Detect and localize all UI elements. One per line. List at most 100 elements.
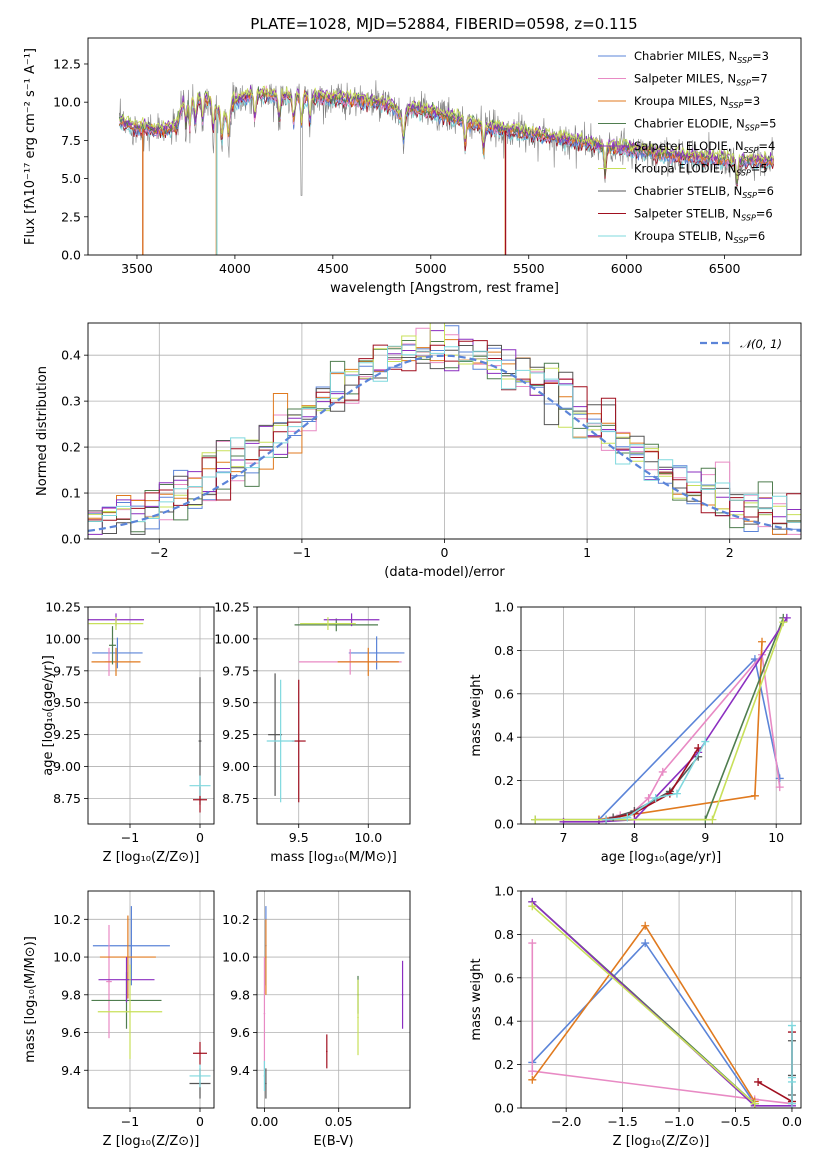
weight-point-marker — [754, 1077, 763, 1086]
y-tick-label: 9.75 — [53, 663, 81, 678]
legend-label-count: =6 — [757, 184, 774, 198]
legend-label: Kroupa STELIB, NSSP=6 — [634, 229, 765, 245]
data-point — [111, 644, 114, 647]
legend-label-sub: SSP — [736, 79, 751, 88]
histogram-step-line — [88, 323, 801, 523]
data-point — [125, 978, 128, 981]
data-point — [115, 661, 117, 663]
y-tick-label: 1.0 — [494, 600, 514, 615]
weight-point-marker — [644, 793, 653, 802]
weight-point-marker — [531, 815, 540, 824]
data-point — [199, 1075, 201, 1077]
y-tick-label: 9.50 — [53, 695, 81, 710]
x-tick-label: 5000 — [415, 261, 447, 276]
x-tick-label: 0 — [196, 830, 204, 845]
x-tick-label: 9.5 — [289, 830, 309, 845]
y-tick-label: 9.6 — [230, 1025, 250, 1040]
legend-label: Salpeter ELODIE, NSSP=4 — [634, 139, 775, 155]
y-tick-label: 0.4 — [494, 1014, 514, 1029]
data-point — [263, 1012, 266, 1015]
weight-point-marker — [758, 637, 767, 646]
y-tick-label: 10.0 — [53, 950, 81, 965]
weight-point-marker — [775, 774, 784, 783]
data-point — [199, 1052, 201, 1055]
x-tick-label: 6500 — [709, 261, 741, 276]
data-point — [116, 652, 119, 654]
weight-series-line — [531, 905, 756, 1105]
y-tick-label: 0.8 — [494, 643, 514, 658]
x-tick-label: 0 — [196, 1114, 204, 1129]
data-point — [129, 1010, 131, 1013]
legend-label-count: =5 — [751, 162, 768, 176]
y-tick-label: 2.5 — [61, 209, 81, 224]
residuals-plot-area — [88, 323, 801, 535]
legend-label-sub: SSP — [744, 146, 759, 155]
legend-label-main: Salpeter STELIB, N — [634, 207, 741, 221]
weight-point-marker — [658, 767, 667, 776]
weight-point-marker — [775, 783, 784, 792]
mass_vs_EBV-frame — [256, 890, 411, 1109]
age_vs_Z-panel: −1 0 8.75 9.00 9.25 9.50 9.75 10.00 10.25 Z [log₁… — [41, 600, 215, 865]
y-tick-label: 9.8 — [230, 987, 250, 1002]
legend-label: Kroupa MILES, NSSP=3 — [634, 94, 760, 110]
data-point — [263, 1075, 266, 1077]
weight-point-marker — [708, 815, 717, 824]
y-tick-label: 10.25 — [214, 600, 250, 615]
legend-label-count: =6 — [756, 207, 773, 221]
x-tick-label: 10 — [768, 830, 784, 845]
legend-label: Chabrier STELIB, NSSP=6 — [634, 184, 774, 200]
data-point — [375, 652, 378, 654]
data-point — [326, 1050, 328, 1053]
x-tick-label: −1 — [293, 545, 311, 560]
legend-label-sub: SSP — [741, 214, 756, 223]
y-tick-label: 1.0 — [494, 884, 514, 899]
x-tick-label: 0 — [441, 545, 449, 560]
y-tick-label: 10.00 — [214, 631, 250, 646]
data-point — [115, 622, 117, 625]
legend-label-sub: SSP — [745, 124, 760, 133]
mass_vs_EBV-plot-area — [263, 906, 404, 1099]
weight-point-marker — [701, 737, 710, 746]
age_vs_Z-plot-area — [88, 613, 211, 813]
x-tick-label: 9 — [701, 830, 709, 845]
data-point — [279, 740, 282, 742]
y-tick-label: 0.8 — [494, 927, 514, 942]
y-tick-label: 9.25 — [53, 727, 81, 742]
x-tick-label: 10.0 — [354, 830, 382, 845]
legend-label: Chabrier ELODIE, NSSP=5 — [634, 117, 776, 133]
mass_vs_Z-xlabel: Z [log₁₀(Z/Z⊙)] — [103, 1134, 200, 1149]
legend-label-sub: SSP — [742, 191, 757, 200]
x-tick-label: −2 — [150, 545, 168, 560]
y-tick-label: 12.5 — [53, 56, 81, 71]
x-tick-label: −1.0 — [664, 1114, 694, 1129]
legend-label: 𝒩(0, 1) — [740, 337, 782, 351]
y-tick-label: 7.5 — [61, 133, 81, 148]
y-tick-label: 8.75 — [222, 791, 250, 806]
mass_vs_Z-plot-area — [91, 906, 211, 1099]
x-tick-label: 7 — [560, 830, 568, 845]
spectrum-xlabel: wavelength [Angstrom, rest frame] — [330, 281, 559, 296]
data-point — [367, 661, 370, 663]
data-point — [108, 980, 110, 983]
y-tick-label: 0.2 — [494, 1057, 514, 1072]
weight_vs_Z-plot-area — [528, 897, 796, 1108]
data-point — [401, 993, 404, 996]
legend-label-main: Kroupa STELIB, N — [634, 229, 734, 243]
weight-point-marker — [641, 939, 650, 948]
weight-point-marker — [623, 813, 632, 822]
weight_vs_age-panel: 7 8 9 10 0.0 0.2 0.4 0.6 0.8 1.0 age [log₁₀(age/yr… — [469, 600, 802, 865]
legend-label-count: =3 — [743, 94, 760, 108]
x-tick-label: 0.00 — [251, 1114, 279, 1129]
y-tick-label: 9.4 — [230, 1063, 250, 1078]
y-tick-label: 10.2 — [53, 912, 81, 927]
y-tick-label: 10.25 — [45, 600, 81, 615]
mass_vs_EBV-panel: 0.00 0.05 9.4 9.6 9.8 10.0 10.2 E(B-V) — [222, 890, 411, 1149]
legend-label-count: =4 — [758, 139, 775, 153]
y-tick-label: 9.25 — [222, 727, 250, 742]
legend-label-main: Chabrier MILES, N — [634, 49, 737, 63]
y-tick-label: 0.2 — [494, 773, 514, 788]
x-tick-label: 3500 — [121, 261, 153, 276]
data-point — [327, 622, 329, 625]
weight_vs_age-xlabel: age [log₁₀(age/yr)] — [601, 850, 722, 865]
